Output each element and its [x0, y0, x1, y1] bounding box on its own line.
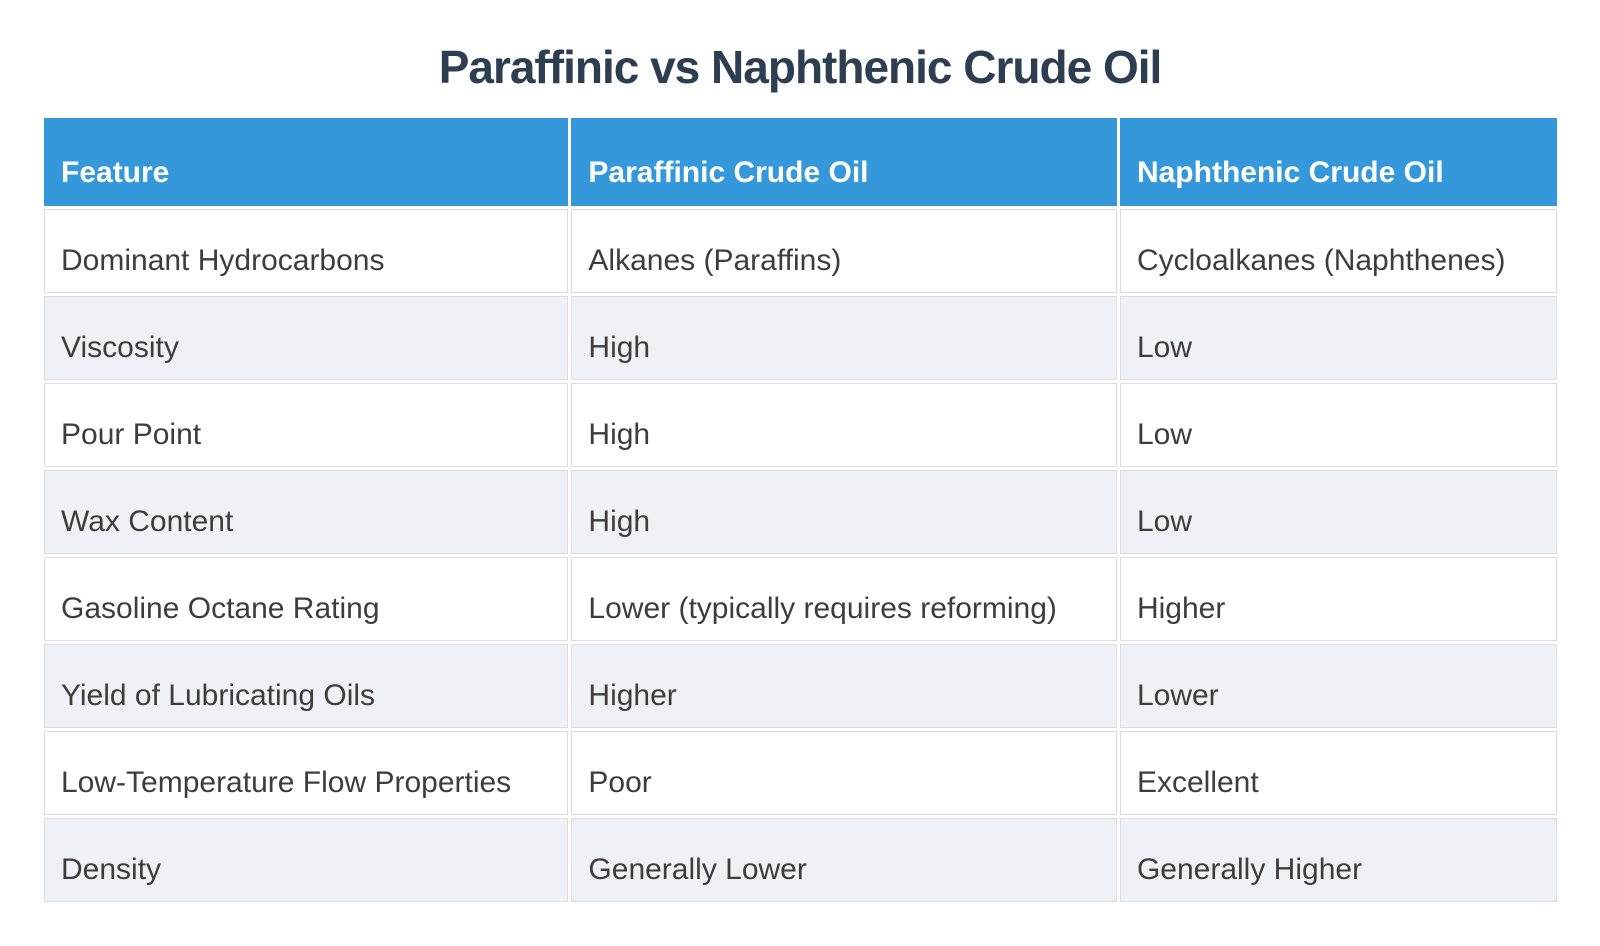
page-title: Paraffinic vs Naphthenic Crude Oil [438, 41, 1163, 93]
paraffinic-value-cell: High [571, 383, 1117, 467]
table-row: Viscosity High Low [44, 296, 1557, 380]
paraffinic-value-cell: High [571, 470, 1117, 554]
naphthenic-value-cell: Low [1119, 470, 1557, 554]
table-row: Gasoline Octane Rating Lower (typically … [44, 557, 1557, 641]
table-row: Yield of Lubricating Oils Higher Lower [44, 644, 1557, 728]
table-row: Dominant Hydrocarbons Alkanes (Paraffins… [44, 209, 1557, 293]
naphthenic-value-cell: Higher [1119, 557, 1557, 641]
paraffinic-value-cell: Generally Lower [571, 818, 1117, 902]
naphthenic-value-cell: Excellent [1119, 731, 1557, 815]
feature-cell: Yield of Lubricating Oils [44, 644, 569, 728]
column-header-paraffinic: Paraffinic Crude Oil [571, 118, 1117, 206]
table-row: Low-Temperature Flow Properties Poor Exc… [44, 731, 1557, 815]
naphthenic-value-cell: Low [1119, 296, 1557, 380]
paraffinic-value-cell: High [571, 296, 1117, 380]
column-header-feature: Feature [44, 118, 569, 206]
feature-cell: Pour Point [44, 383, 569, 467]
column-header-naphthenic: Naphthenic Crude Oil [1119, 118, 1557, 206]
comparison-table: Feature Paraffinic Crude Oil Naphthenic … [41, 115, 1560, 905]
naphthenic-value-cell: Low [1119, 383, 1557, 467]
feature-cell: Low-Temperature Flow Properties [44, 731, 569, 815]
header-row: Feature Paraffinic Crude Oil Naphthenic … [44, 118, 1557, 206]
naphthenic-value-cell: Lower [1119, 644, 1557, 728]
paraffinic-value-cell: Lower (typically requires reforming) [571, 557, 1117, 641]
paraffinic-value-cell: Alkanes (Paraffins) [571, 209, 1117, 293]
naphthenic-value-cell: Cycloalkanes (Naphthenes) [1119, 209, 1557, 293]
feature-cell: Viscosity [44, 296, 569, 380]
table-row: Pour Point High Low [44, 383, 1557, 467]
feature-cell: Gasoline Octane Rating [44, 557, 569, 641]
feature-cell: Wax Content [44, 470, 569, 554]
feature-cell: Density [44, 818, 569, 902]
table-row: Density Generally Lower Generally Higher [44, 818, 1557, 902]
feature-cell: Dominant Hydrocarbons [44, 209, 569, 293]
table-row: Wax Content High Low [44, 470, 1557, 554]
paraffinic-value-cell: Higher [571, 644, 1117, 728]
paraffinic-value-cell: Poor [571, 731, 1117, 815]
naphthenic-value-cell: Generally Higher [1119, 818, 1557, 902]
